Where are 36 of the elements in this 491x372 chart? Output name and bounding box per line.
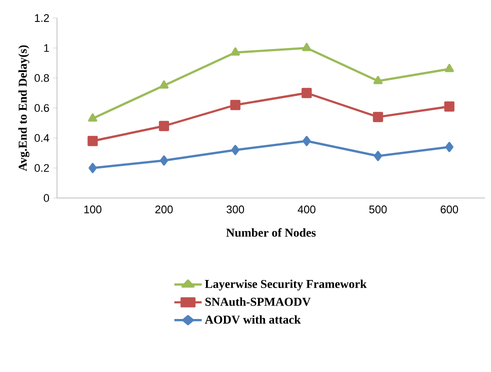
x-tick-label: 100 <box>84 206 102 214</box>
point <box>159 80 169 89</box>
point <box>302 136 311 146</box>
point <box>372 112 384 122</box>
x-tick-label: 200 <box>155 206 173 214</box>
point <box>160 155 168 166</box>
point <box>374 150 382 162</box>
point <box>444 64 454 72</box>
point <box>158 120 170 132</box>
y-tick-label: 1.2 <box>35 14 49 22</box>
x-tick-label: 400 <box>298 206 316 214</box>
point <box>302 42 312 52</box>
y-tick-label: 0.4 <box>34 134 50 142</box>
point <box>88 136 98 146</box>
point <box>373 76 383 84</box>
x-tick-label: 600 <box>440 206 458 214</box>
legend-label: AODV with attack <box>204 315 301 324</box>
y-tick-label: 1 <box>44 44 49 52</box>
y-tick-label: 0.2 <box>34 164 49 172</box>
y-axis-title: Avg.End to End Delay(s) <box>18 45 30 172</box>
x-axis-title: Number of Nodes <box>226 228 316 237</box>
x-tick-label: 300 <box>226 206 244 214</box>
point <box>302 88 312 98</box>
y-tick-label: 0.8 <box>34 74 49 82</box>
point <box>88 162 97 174</box>
point <box>88 113 98 122</box>
y-tick-label: 0.6 <box>34 104 49 112</box>
point <box>230 47 240 56</box>
point <box>444 101 454 112</box>
legend-label: Layerwise Security Framework <box>204 280 367 290</box>
x-tick-label: 500 <box>369 206 387 214</box>
point <box>445 142 454 152</box>
legend-label: SNAuth-SPMAODV <box>205 297 311 306</box>
point <box>230 100 240 110</box>
y-tick-label: 0 <box>44 194 50 202</box>
point <box>231 144 240 156</box>
